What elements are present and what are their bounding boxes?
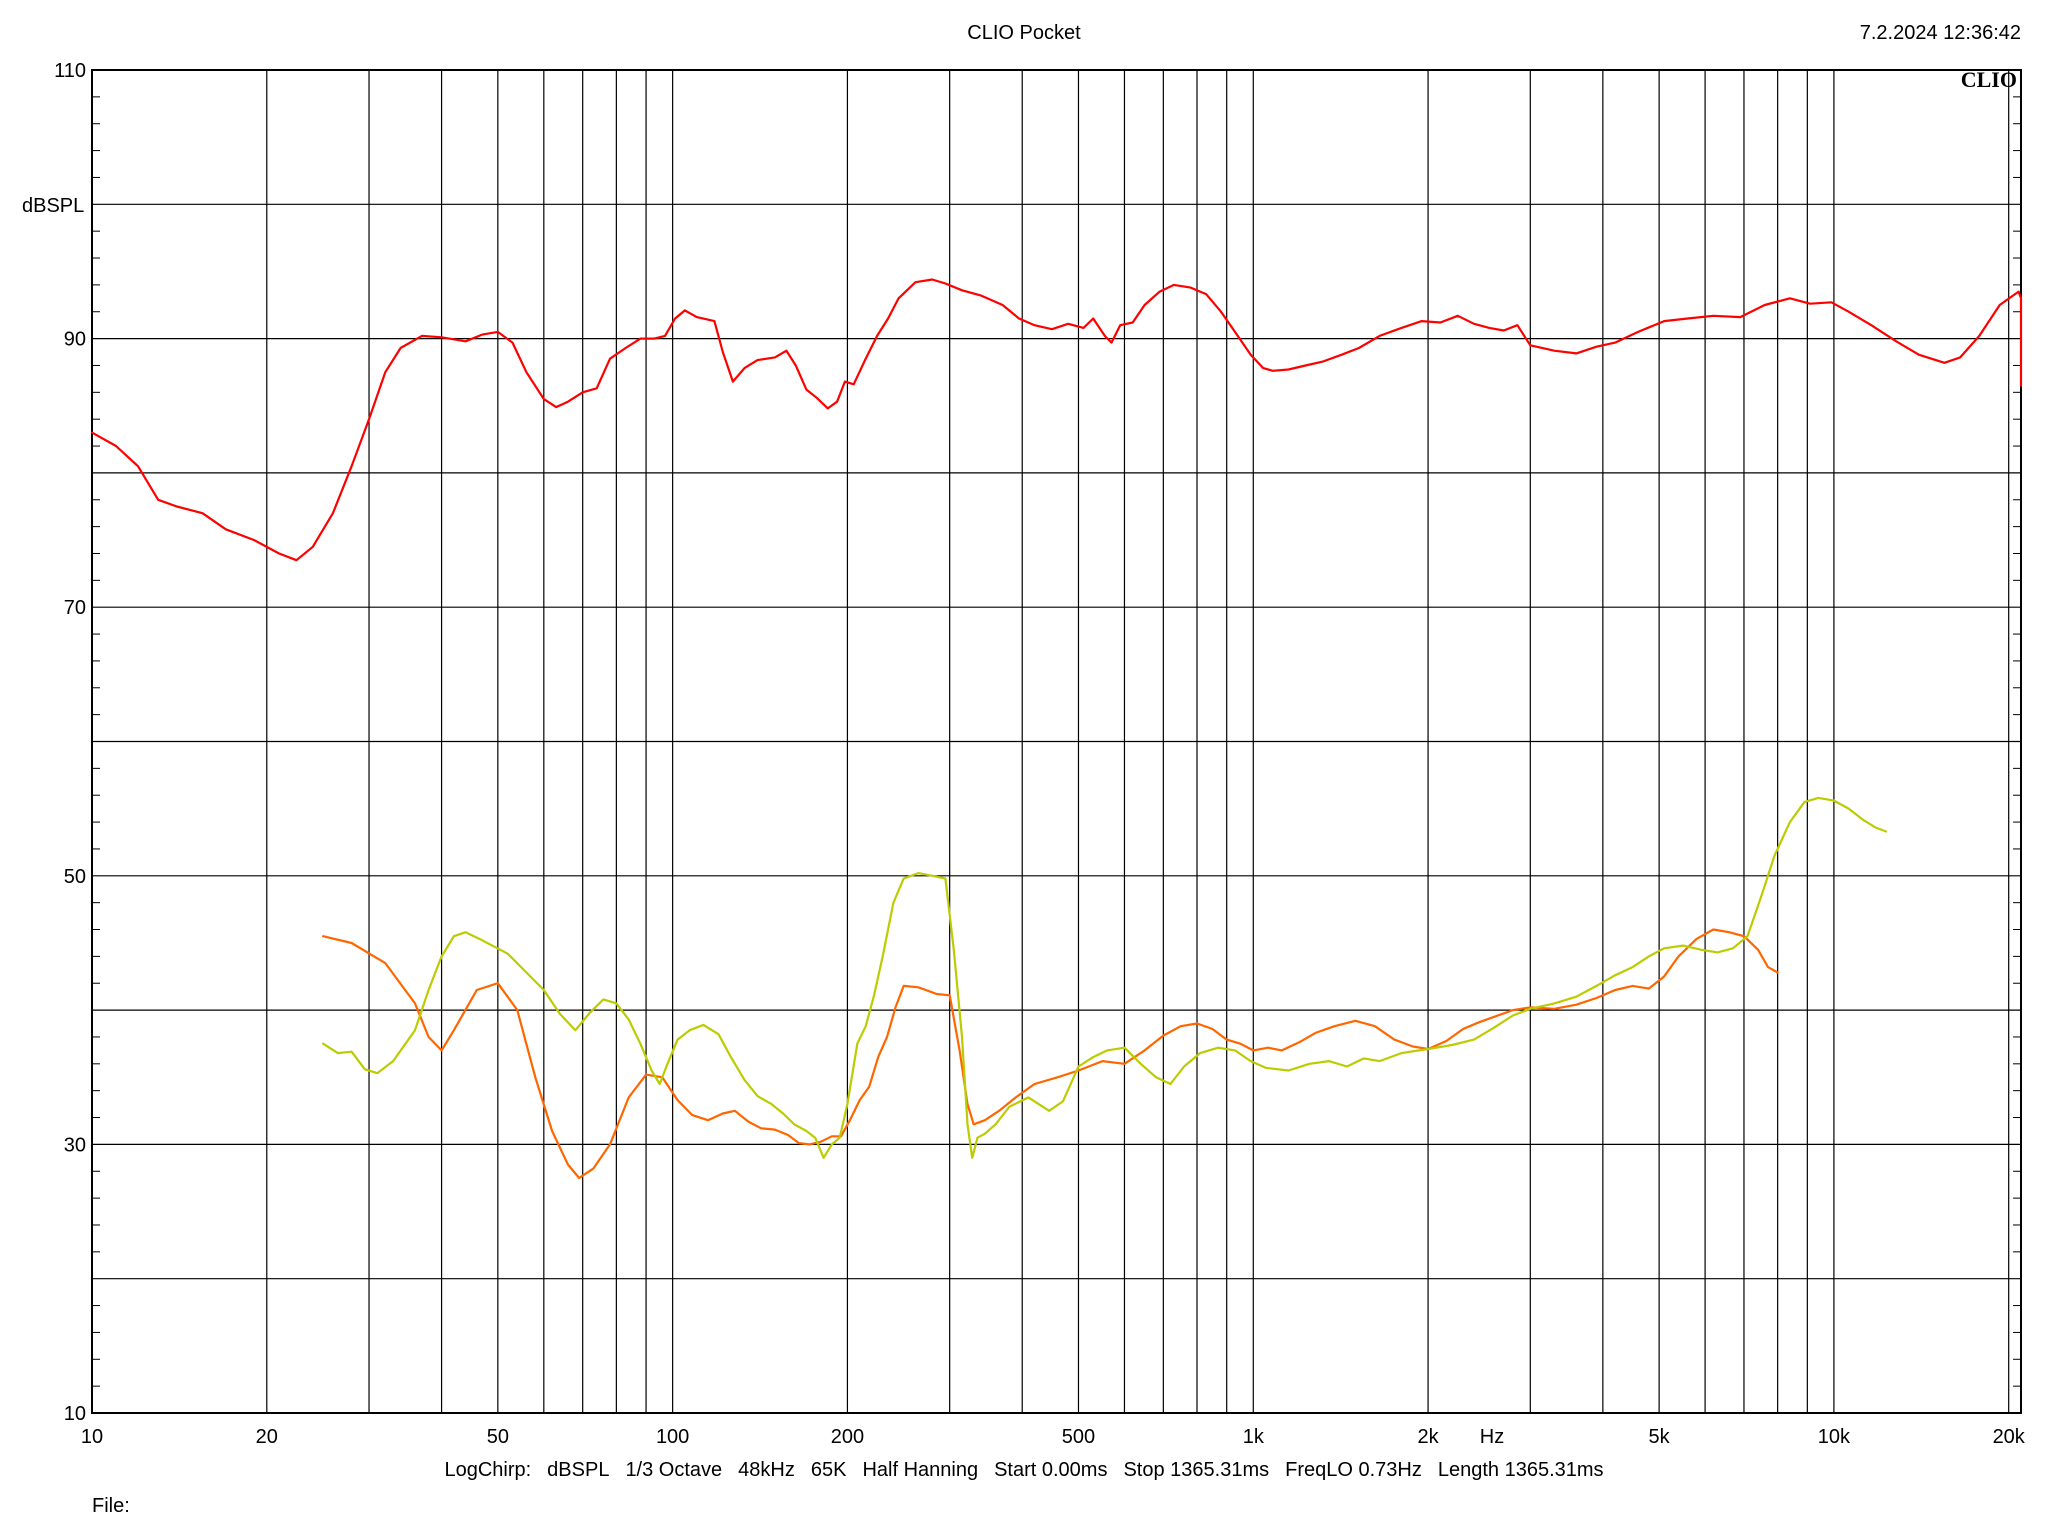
y-tick-label: 70: [64, 597, 86, 619]
y-tick-label: 90: [64, 329, 86, 351]
param-item: Half Hanning: [862, 1459, 979, 1481]
series-line-1: [90, 278, 2023, 562]
x-tick-label: 50: [487, 1426, 509, 1448]
x-axis-unit-label: Hz: [1480, 1426, 1504, 1448]
param-item: 65K: [810, 1459, 847, 1481]
timestamp: 7.2.2024 12:36:42: [1859, 22, 2021, 44]
x-tick-label: 5k: [1649, 1426, 1671, 1448]
series-layer: [90, 278, 2023, 1180]
param-item: dBSPL: [547, 1459, 610, 1481]
x-axis-tick-labels: 10 20 50 100 200 500 1k 2k 5k 10k 20k: [81, 1426, 2026, 1448]
y-tick-label: 10: [64, 1403, 86, 1425]
param-item: Start 0.00ms: [994, 1459, 1108, 1481]
y-tick-label: 30: [64, 1134, 86, 1156]
param-item: Length 1365.31ms: [1437, 1459, 1604, 1481]
x-tick-label: 20: [256, 1426, 278, 1448]
param-item: 48kHz: [738, 1459, 795, 1481]
x-tick-label: 100: [656, 1426, 689, 1448]
y-axis-minor-ticks: [92, 96, 2021, 1387]
param-item: FreqLO 0.73Hz: [1285, 1459, 1422, 1481]
y-axis-unit-label: dBSPL: [22, 195, 84, 217]
file-label: File:: [92, 1495, 130, 1517]
x-tick-label: 10k: [1818, 1426, 1851, 1448]
param-item: LogChirp:: [444, 1459, 532, 1481]
chart-title: CLIO Pocket: [967, 22, 1081, 44]
x-tick-label: 10: [81, 1426, 103, 1448]
series-line-2: [322, 928, 1779, 1180]
param-item: Stop 1365.31ms: [1123, 1459, 1270, 1481]
y-tick-label: 50: [64, 866, 86, 888]
x-tick-label: 1k: [1243, 1426, 1265, 1448]
x-tick-label: 2k: [1417, 1426, 1439, 1448]
param-item: 1/3 Octave: [625, 1459, 723, 1481]
measurement-parameters: LogChirp: dBSPL 1/3 Octave 48kHz 65K Half Han…: [0, 1459, 2048, 1482]
x-tick-label: 200: [831, 1426, 864, 1448]
y-tick-label: 110: [54, 60, 86, 82]
major-gridlines: [92, 70, 2021, 1413]
plot-frame: [91, 69, 2022, 1414]
series-line-3: [322, 796, 1888, 1159]
x-tick-label: 20k: [1993, 1426, 2026, 1448]
clio-logo: CLIO: [1961, 67, 2017, 92]
y-axis-tick-labels: 110 90 70 50 30 10: [54, 60, 86, 1425]
x-tick-label: 500: [1062, 1426, 1095, 1448]
